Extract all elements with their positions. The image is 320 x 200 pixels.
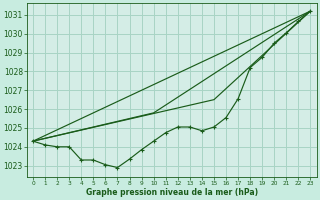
X-axis label: Graphe pression niveau de la mer (hPa): Graphe pression niveau de la mer (hPa) <box>86 188 258 197</box>
